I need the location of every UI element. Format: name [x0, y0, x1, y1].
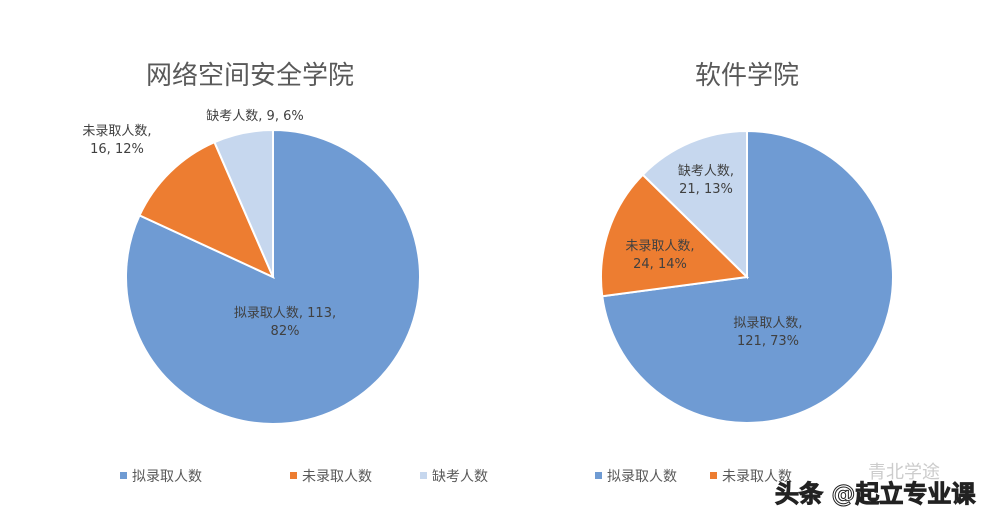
legend-label: 未录取人数 [722, 469, 792, 485]
legend-swatch [710, 472, 717, 479]
data-label: 21, 13% [679, 182, 733, 197]
watermark-toutiao: 头条 @起立专业课 [774, 480, 976, 509]
legend-swatch [290, 472, 297, 479]
data-label: 16, 12% [90, 142, 144, 157]
data-label: 121, 73% [737, 334, 799, 349]
legend-label: 拟录取人数 [607, 469, 677, 485]
data-label: 拟录取人数, 113, [234, 306, 336, 321]
pie-slice-3 [641, 129, 748, 280]
legend-label: 缺考人数 [432, 469, 488, 485]
pie-slice-2 [138, 140, 275, 280]
data-label: 24, 14% [633, 257, 687, 272]
legend-swatch [120, 472, 127, 479]
data-label: 缺考人数, 9, 6% [206, 109, 303, 124]
chart-title: 软件学院 [695, 61, 799, 91]
legend-swatch [595, 472, 602, 479]
watermark-wechat: 青北学途 [868, 462, 940, 483]
data-label: 未录取人数, [625, 239, 694, 254]
legend-swatch [420, 472, 427, 479]
data-label: 拟录取人数, [733, 316, 802, 331]
data-label: 82% [271, 324, 300, 339]
legend-label: 拟录取人数 [132, 469, 202, 485]
data-label: 缺考人数, [678, 164, 734, 179]
pie-slice-3 [213, 128, 274, 278]
pie-slice-2 [600, 173, 750, 298]
chart-title: 网络空间安全学院 [146, 61, 354, 91]
legend-label: 未录取人数 [302, 469, 372, 485]
data-label: 未录取人数, [82, 124, 151, 139]
